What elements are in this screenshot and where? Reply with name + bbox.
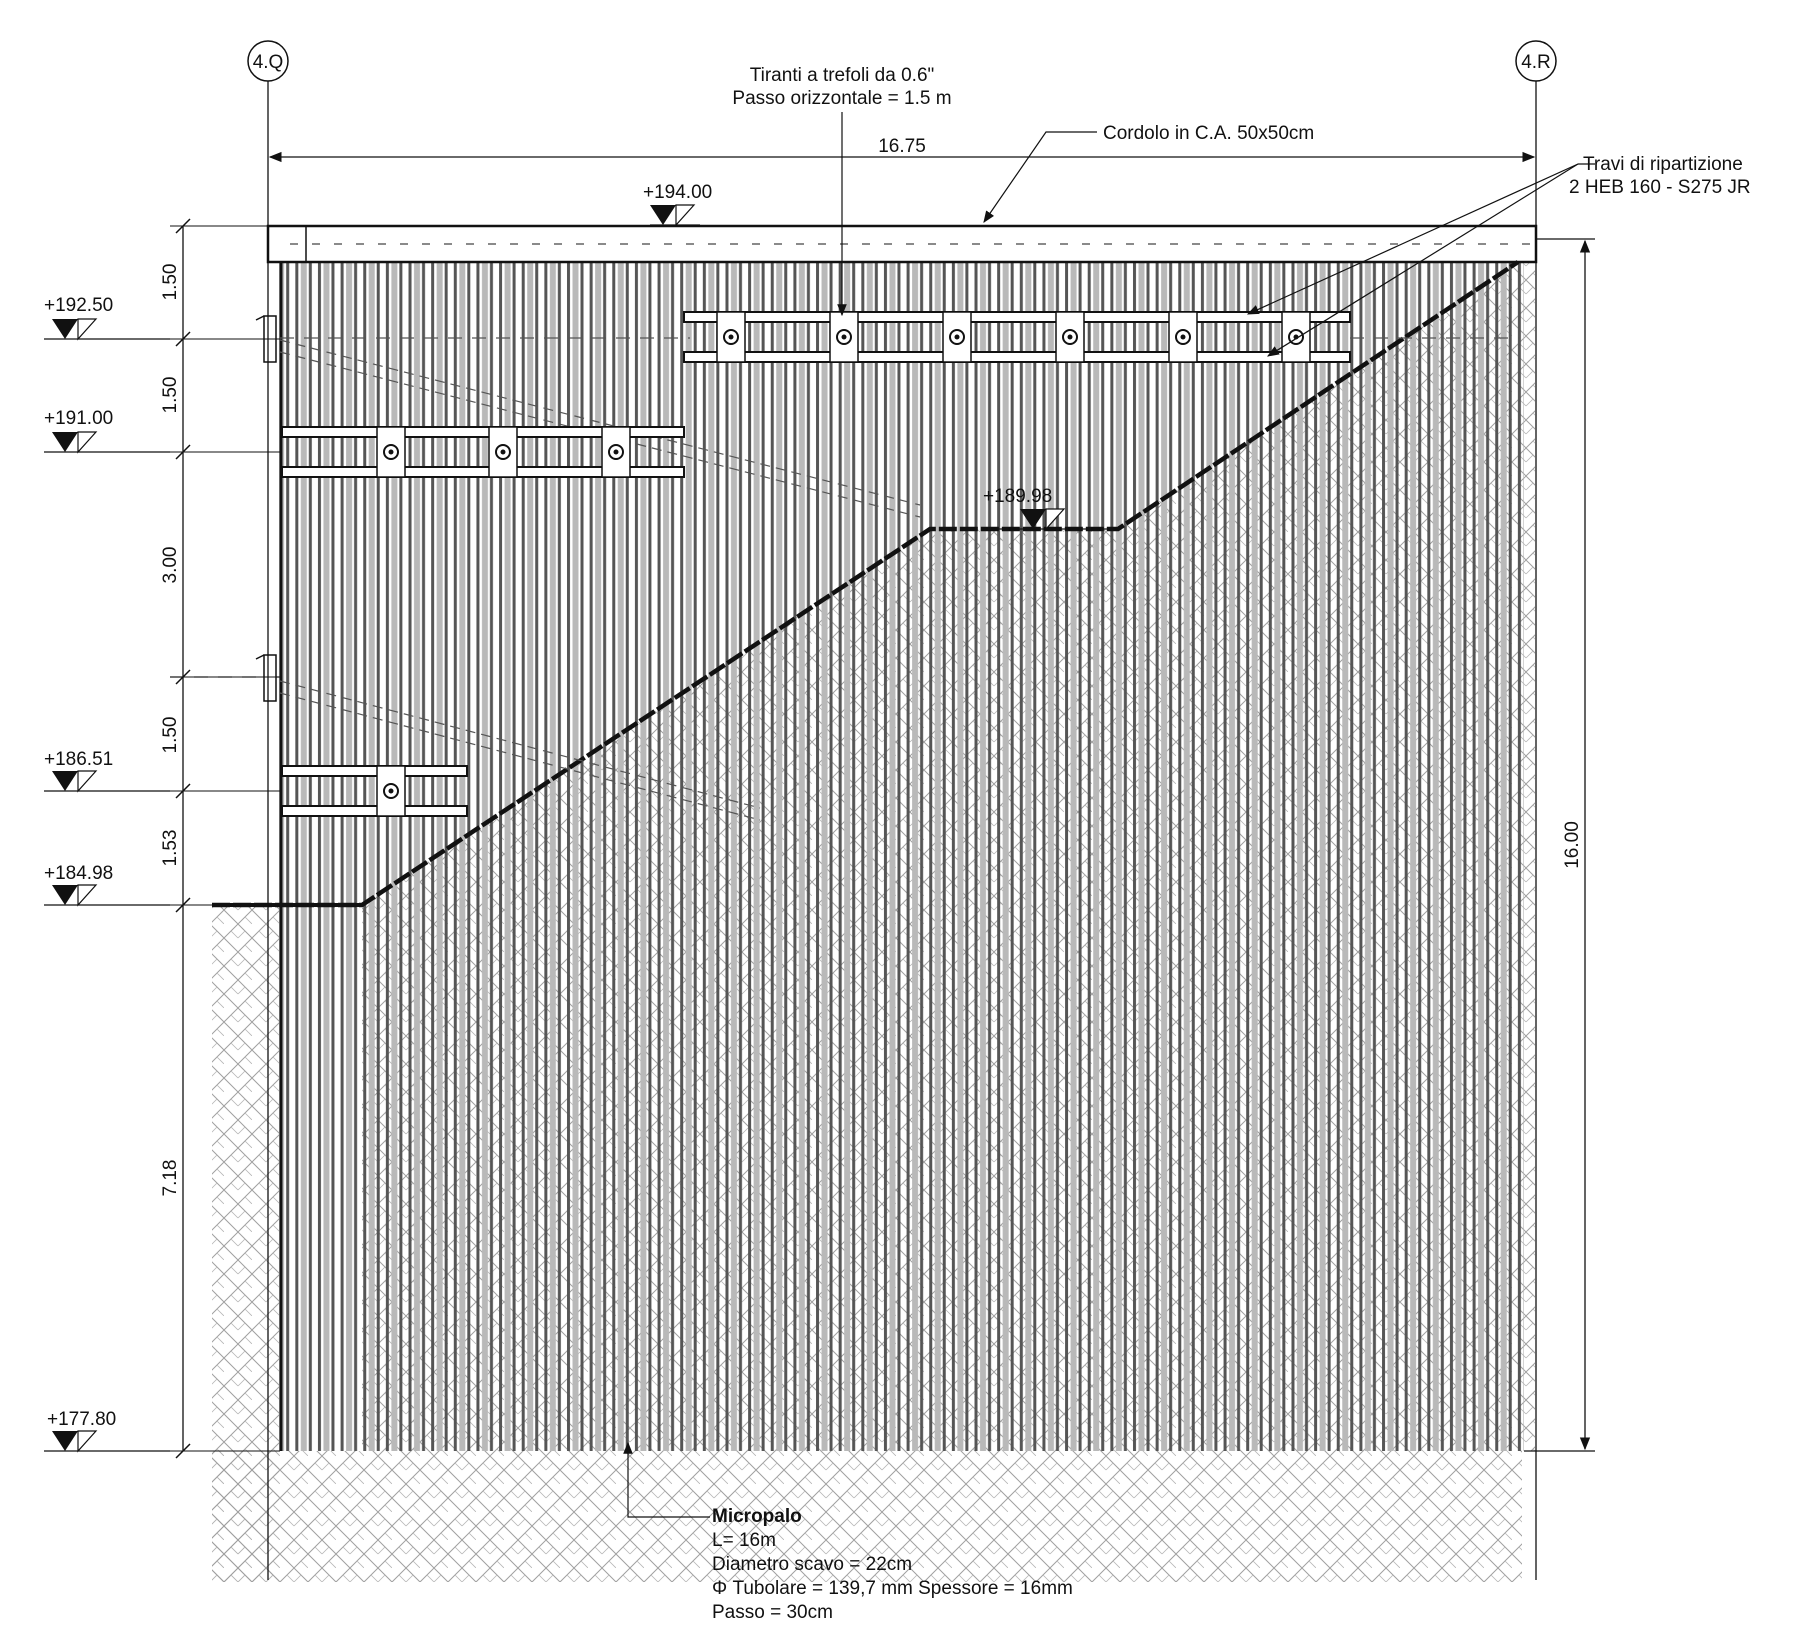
waling-low-top	[281, 765, 468, 777]
waling-low-bottom	[281, 805, 468, 817]
anchor-plate	[942, 311, 972, 363]
elevation-symbol	[44, 770, 170, 793]
elevation-symbol	[44, 318, 170, 341]
elevation-symbols	[44, 204, 1118, 1453]
anchor-head-upper-tick	[255, 315, 265, 321]
waling-beams	[281, 311, 1351, 817]
anchor-plate	[1281, 311, 1311, 363]
micropalo-tubolare: Φ Tubolare = 139,7 mm Spessore = 16mm	[712, 1578, 1073, 1599]
anchor-head-lower	[263, 654, 277, 702]
axis-label-4r: 4.R	[1521, 52, 1551, 73]
elevation-symbol	[983, 508, 1118, 531]
anchor-plate	[716, 311, 746, 363]
span-dimension-value: 16.75	[878, 136, 926, 157]
elevation-e1-label: +192.50	[44, 295, 113, 316]
anchor-plate	[376, 765, 406, 817]
axis-bubble-4q	[247, 40, 289, 82]
height-dimension-value: 16.00	[1562, 821, 1583, 869]
travi-leader-2	[1266, 163, 1579, 357]
anchor-head-lower-tick	[255, 654, 265, 660]
axis-label-4q: 4.Q	[253, 52, 284, 73]
chain-value-1: 1.50	[160, 264, 181, 301]
anchor-plate	[376, 426, 406, 478]
anchor-2a	[279, 680, 761, 809]
elevation-bottom-label: +177.80	[47, 1409, 116, 1430]
tiranti-line1: Tiranti a trefoli da 0.6"	[750, 65, 935, 86]
micropile-array	[279, 262, 1524, 1451]
elevation-symbol	[44, 1430, 170, 1453]
left-dimension-chain: 1.50 1.50 3.00 1.50 1.53 7.18	[160, 218, 280, 1459]
capping-beam	[266, 224, 1538, 264]
elevation-e2-label: +191.00	[44, 408, 113, 429]
elevation-symbol	[650, 204, 700, 227]
cordolo-text: Cordolo in C.A. 50x50cm	[1103, 123, 1314, 144]
waling-upper-top	[683, 311, 1351, 323]
anchor-plate	[1168, 311, 1198, 363]
micropalo-length: L= 16m	[712, 1530, 776, 1551]
anchor-plates	[376, 311, 1311, 817]
travi-leader-1	[1246, 163, 1579, 315]
tieback-anchors	[170, 337, 1520, 821]
waling-mid-bottom	[281, 466, 685, 478]
anchor-1b	[279, 351, 921, 518]
anchor-plate	[1055, 311, 1085, 363]
micropalo-annotation: Micropalo L= 16m Diametro scavo = 22cm Φ…	[623, 1441, 1073, 1623]
left-chain-ticks	[170, 218, 280, 1459]
anchor-heads	[255, 315, 277, 702]
travi-line1: Travi di ripartizione	[1583, 154, 1743, 175]
chain-value-5: 1.53	[160, 830, 181, 867]
waling-mid-top	[281, 426, 685, 438]
chain-value-2: 1.50	[160, 377, 181, 414]
cordolo-annotation: Cordolo in C.A. 50x50cm	[983, 123, 1314, 223]
chain-value-4: 1.50	[160, 717, 181, 754]
travi-annotation: Travi di ripartizione 2 HEB 160 - S275 J…	[1246, 154, 1751, 357]
elevation-top-label: +194.00	[643, 182, 712, 203]
cordolo-leader	[983, 131, 1097, 223]
anchor-plate	[601, 426, 631, 478]
tiranti-annotation: Tiranti a trefoli da 0.6" Passo orizzont…	[732, 65, 952, 317]
elevation-berm-label: +189.98	[983, 486, 1052, 507]
cordolo-beam	[266, 224, 1538, 264]
grid-axes: 4.Q 4.R	[247, 40, 1557, 1580]
elevation-e4-label: +184.98	[44, 863, 113, 884]
chain-value-6: 7.18	[160, 1160, 181, 1197]
elevation-e3-label: +186.51	[44, 749, 113, 770]
soil-below-toe	[212, 1451, 1522, 1582]
waling-upper-bottom	[683, 351, 1351, 363]
anchor-2b	[279, 692, 761, 821]
travi-line2: 2 HEB 160 - S275 JR	[1569, 177, 1751, 198]
axis-bubble-4r	[1515, 40, 1557, 82]
anchor-1a	[279, 339, 921, 506]
top-span-dimension: 16.75	[268, 136, 1536, 163]
micropalo-title: Micropalo	[712, 1506, 802, 1527]
micropile-wall	[279, 262, 1524, 1451]
height-dimension: 16.00	[1524, 238, 1595, 1452]
micropalo-passo: Passo = 30cm	[712, 1602, 833, 1623]
micropalo-diametro: Diametro scavo = 22cm	[712, 1554, 912, 1575]
micropalo-leader	[623, 1441, 710, 1518]
chain-value-3: 3.00	[160, 547, 181, 584]
left-chain-values: 1.50 1.50 3.00 1.50 1.53 7.18	[160, 264, 181, 1197]
elevation-symbol	[44, 884, 170, 907]
elevation-markers: +194.00 +192.50 +191.00 +186.51 +184.98 …	[44, 182, 1118, 1453]
anchor-plate	[488, 426, 518, 478]
elevation-symbol	[44, 431, 170, 454]
tiranti-line2: Passo orizzontale = 1.5 m	[732, 88, 951, 109]
anchor-plate	[829, 311, 859, 363]
